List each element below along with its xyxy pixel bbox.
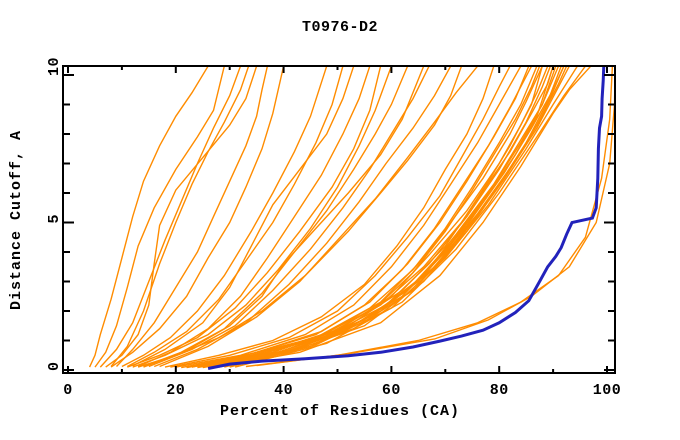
model-curve	[175, 67, 522, 368]
tick-labels-group: 0 20 40 60 80 100 0 5 10	[46, 57, 621, 399]
model-curve	[148, 67, 430, 368]
model-curve	[207, 67, 570, 369]
model-curve	[213, 67, 559, 368]
model-curve	[105, 67, 258, 368]
model-curve	[143, 67, 408, 368]
model-curve	[110, 67, 285, 368]
x-tick-label: 100	[593, 382, 622, 399]
model-curve	[159, 67, 478, 368]
highlighted-model-curve	[207, 67, 606, 370]
model-curve	[132, 67, 392, 368]
model-curve	[110, 67, 250, 367]
y-tick-label: 5	[46, 214, 63, 224]
model-curve	[132, 67, 355, 367]
model-curve	[126, 67, 344, 368]
model-curve	[99, 67, 241, 368]
model-curve	[170, 67, 511, 368]
model-curve	[213, 67, 591, 369]
model-curve	[229, 67, 578, 368]
y-tick-label: 0	[46, 361, 63, 371]
x-axis-label: Percent of Residues (CA)	[220, 403, 460, 420]
x-tick-label: 20	[166, 382, 185, 399]
model-curve	[153, 67, 452, 368]
model-curve	[181, 67, 538, 369]
x-tick-label: 0	[63, 382, 73, 399]
model-curve	[245, 67, 614, 368]
model-curves-group	[88, 67, 614, 370]
y-axis-label: Distance Cutoff, A	[8, 130, 25, 310]
axis-ticks-group	[63, 66, 615, 373]
model-curve	[191, 67, 530, 368]
x-tick-label: 40	[274, 382, 293, 399]
y-tick-label: 10	[46, 57, 63, 76]
model-curve	[137, 67, 462, 368]
model-curve	[121, 67, 328, 368]
model-curve	[234, 67, 586, 368]
model-curve	[218, 67, 565, 368]
model-curve	[137, 67, 371, 368]
model-curve	[164, 67, 495, 368]
model-curve	[88, 67, 209, 368]
model-curve	[224, 67, 565, 368]
model-curve	[94, 67, 225, 368]
x-tick-label: 60	[382, 382, 401, 399]
x-tick-label: 80	[490, 382, 509, 399]
plot-frame	[62, 65, 616, 374]
model-curve	[115, 67, 268, 367]
chart-title: T0976-D2	[302, 19, 378, 36]
